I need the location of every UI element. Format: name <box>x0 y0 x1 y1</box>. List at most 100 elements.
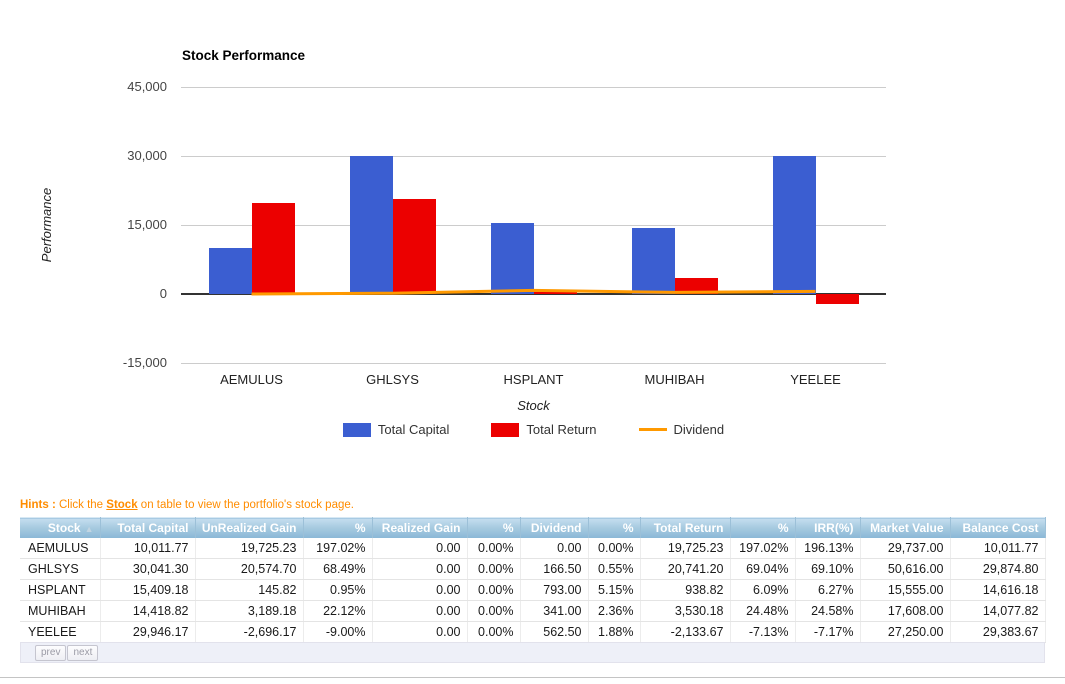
column-header-dividend[interactable]: Dividend <box>520 517 589 538</box>
cell: 20,574.70 <box>195 558 304 580</box>
stock-link[interactable]: MUHIBAH <box>20 600 101 622</box>
cell: 6.27% <box>795 579 861 601</box>
y-axis-tick-label: 15,000 <box>127 217 167 232</box>
stock-link[interactable]: AEMULUS <box>20 537 101 559</box>
column-header--[interactable]: % <box>588 517 641 538</box>
cell: 22.12% <box>303 600 373 622</box>
cell: 68.49% <box>303 558 373 580</box>
cell: 27,250.00 <box>860 621 951 643</box>
chart-title: Stock Performance <box>182 48 306 63</box>
stock-link[interactable]: YEELEE <box>20 621 101 643</box>
cell: 17,608.00 <box>860 600 951 622</box>
column-header-total-return[interactable]: Total Return <box>640 517 731 538</box>
chart-legend: Total Capital Total Return Dividend <box>181 422 886 437</box>
cell: 0.00 <box>372 600 468 622</box>
legend-total-return-swatch-icon <box>491 422 520 437</box>
table-header-row: Stock ▲ Total Capital UnRealized Gain% Reali… <box>20 517 1046 538</box>
bar-total-capital-muhibah <box>632 228 675 294</box>
column-header-total-capital[interactable]: Total Capital <box>100 517 196 538</box>
legend-item-total-capital: Total Capital <box>342 422 450 437</box>
cell: 29,383.67 <box>950 621 1046 643</box>
cell: 29,874.80 <box>950 558 1046 580</box>
bar-total-capital-hsplant <box>491 223 534 294</box>
cell: 29,737.00 <box>860 537 951 559</box>
x-axis-category-label: HSPLANT <box>503 372 564 387</box>
cell: 0.00% <box>467 579 521 601</box>
x-axis-category-label: GHLSYS <box>366 372 419 387</box>
table-row: MUHIBAH 14,418.82 3,189.18 22.12% 0.00 0.00% 3… <box>20 600 1046 622</box>
gridline <box>181 87 886 88</box>
cell: 10,011.77 <box>950 537 1046 559</box>
cell: 15,555.00 <box>860 579 951 601</box>
column-header--[interactable]: % <box>303 517 373 538</box>
cell: 0.00% <box>467 558 521 580</box>
legend-label: Total Return <box>526 422 597 437</box>
column-header-irr-[interactable]: IRR(%) <box>795 517 861 538</box>
y-axis-tick-label: 0 <box>159 286 167 301</box>
table-row: HSPLANT 15,409.18 145.82 0.95% 0.00 0.00% 793.… <box>20 579 1046 601</box>
bottom-divider <box>0 677 1065 678</box>
cell: 69.10% <box>795 558 861 580</box>
y-axis-tick-label: 30,000 <box>127 148 167 163</box>
cell: 341.00 <box>520 600 589 622</box>
cell: 19,725.23 <box>195 537 304 559</box>
next-button[interactable]: next <box>67 644 99 661</box>
portfolio-table: Stock ▲ Total Capital UnRealized Gain% Reali… <box>20 517 1046 643</box>
cell: 938.82 <box>640 579 731 601</box>
cell: 19,725.23 <box>640 537 731 559</box>
hints-stock-link[interactable]: Stock <box>106 499 138 511</box>
bar-total-return-ghlsys <box>393 199 436 294</box>
cell: 1.88% <box>588 621 641 643</box>
cell: 3,530.18 <box>640 600 731 622</box>
stock-link[interactable]: GHLSYS <box>20 558 101 580</box>
cell: 0.00 <box>372 558 468 580</box>
gridline <box>181 363 886 364</box>
cell: 0.00% <box>467 600 521 622</box>
cell: 10,011.77 <box>100 537 196 559</box>
cell: 30,041.30 <box>100 558 196 580</box>
legend-dividend-swatch-icon <box>638 428 667 431</box>
cell: 0.00% <box>588 537 641 559</box>
x-axis-title: Stock <box>517 398 550 413</box>
legend-total-capital-swatch-icon <box>342 422 371 437</box>
cell: 0.00% <box>467 537 521 559</box>
cell: -2,133.67 <box>640 621 731 643</box>
prev-button[interactable]: prev <box>35 644 67 661</box>
legend-item-total-return: Total Return <box>491 422 597 437</box>
cell: 0.00% <box>467 621 521 643</box>
cell: 196.13% <box>795 537 861 559</box>
y-axis-tick-label: -15,000 <box>122 355 167 370</box>
sort-asc-icon: ▲ <box>84 523 94 534</box>
column-header-realized-gain[interactable]: Realized Gain <box>372 517 468 538</box>
gridline <box>181 156 886 157</box>
cell: -7.13% <box>730 621 796 643</box>
bar-total-return-hsplant <box>534 290 577 294</box>
column-header-stock[interactable]: Stock ▲ <box>20 517 101 538</box>
stock-link[interactable]: HSPLANT <box>20 579 101 601</box>
column-header-market-value[interactable]: Market Value <box>860 517 951 538</box>
column-header-unrealized-gain[interactable]: UnRealized Gain <box>195 517 304 538</box>
cell: -7.17% <box>795 621 861 643</box>
x-axis-category-label: MUHIBAH <box>644 372 705 387</box>
cell: 3,189.18 <box>195 600 304 622</box>
hints-text: Hints : Click the Stock on table to view… <box>20 499 354 511</box>
cell: 2.36% <box>588 600 641 622</box>
table-row: YEELEE 29,946.17 -2,696.17 -9.00% 0.00 0.00% 5… <box>20 621 1046 643</box>
column-header-balance-cost[interactable]: Balance Cost <box>950 517 1046 538</box>
column-header--[interactable]: % <box>730 517 796 538</box>
bar-total-return-aemulus <box>252 203 295 294</box>
cell: 14,077.82 <box>950 600 1046 622</box>
bar-total-capital-yeelee <box>773 156 816 294</box>
column-header--[interactable]: % <box>467 517 521 538</box>
legend-label: Total Capital <box>377 422 450 437</box>
cell: 24.58% <box>795 600 861 622</box>
cell: 14,616.18 <box>950 579 1046 601</box>
bar-total-capital-aemulus <box>209 248 252 294</box>
bar-total-return-yeelee <box>816 294 859 304</box>
cell: 197.02% <box>303 537 373 559</box>
stock-performance-chart: Stock Performance Performance 45,000 30,0… <box>39 48 886 437</box>
x-axis-category-label: YEELEE <box>790 372 841 387</box>
table-row: GHLSYS 30,041.30 20,574.70 68.49% 0.00 0.00% 1… <box>20 558 1046 580</box>
y-axis-tick-label: 45,000 <box>127 79 167 94</box>
cell: 69.04% <box>730 558 796 580</box>
